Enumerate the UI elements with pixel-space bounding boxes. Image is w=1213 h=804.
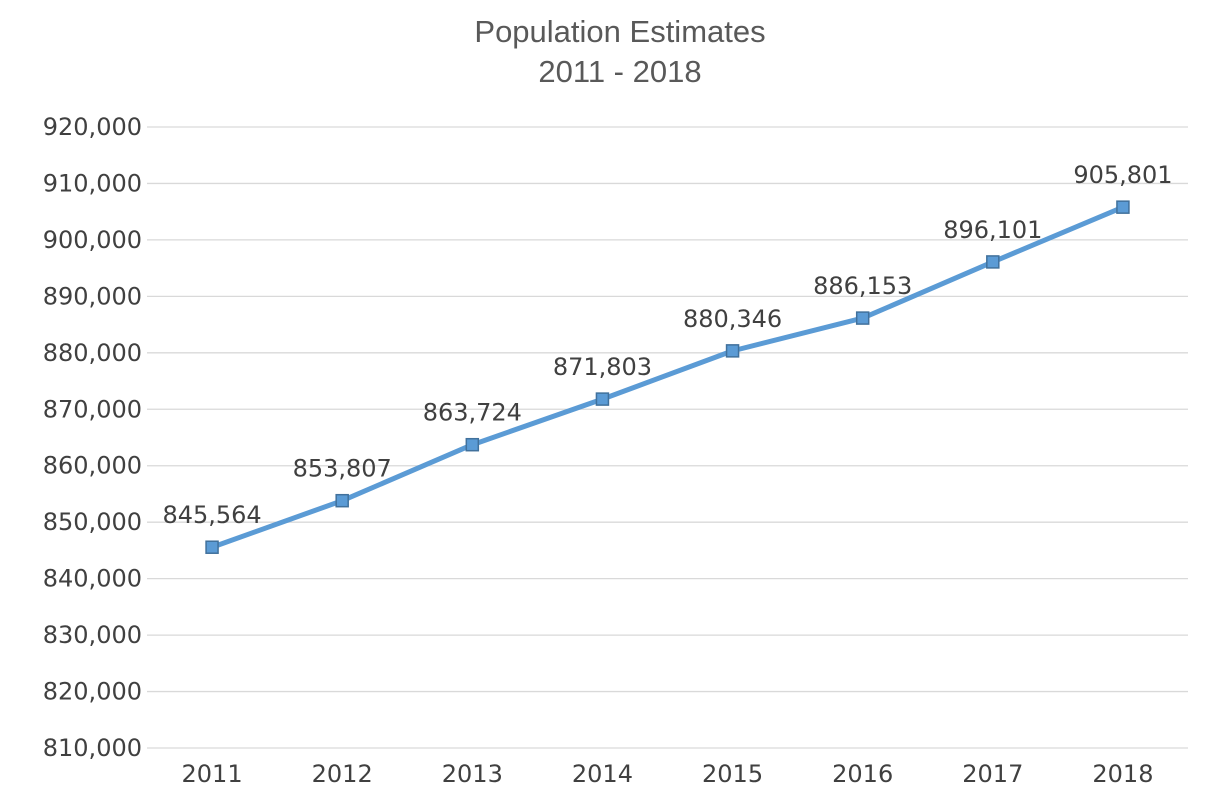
y-tick-label: 920,000 (43, 113, 142, 141)
x-tick-label: 2016 (832, 760, 893, 788)
data-label: 886,153 (813, 272, 912, 300)
x-tick-label: 2011 (182, 760, 243, 788)
data-label: 905,801 (1073, 161, 1172, 189)
data-point-marker (205, 540, 219, 554)
y-axis: 810,000 820,000 830,000 840,000 850,000 860,0… (43, 113, 142, 762)
chart-subtitle: 2011 - 2018 (538, 54, 701, 89)
data-point-marker (855, 311, 870, 325)
x-tick-label: 2014 (572, 760, 633, 788)
y-tick-label: 830,000 (43, 621, 142, 649)
x-tick-label: 2017 (962, 760, 1023, 788)
data-labels: 845,564 853,807 863,724 871,803 880,346 886,1… (162, 161, 1172, 529)
y-tick-label: 910,000 (43, 169, 142, 197)
y-tick-label: 900,000 (43, 226, 142, 254)
data-point-marker (1116, 200, 1130, 214)
data-label: 863,724 (423, 399, 522, 427)
y-tick-label: 870,000 (43, 395, 142, 423)
data-label: 871,803 (553, 353, 652, 381)
data-point-marker (725, 344, 740, 358)
series-line (209, 204, 1126, 550)
series (205, 200, 1130, 554)
data-point-marker (465, 437, 480, 452)
data-label: 896,101 (943, 216, 1042, 244)
data-point-marker (595, 392, 610, 406)
x-tick-label: 2015 (702, 760, 763, 788)
data-point-marker (986, 255, 1000, 269)
y-tick-label: 880,000 (43, 339, 142, 367)
x-tick-label: 2013 (442, 760, 503, 788)
gridlines (147, 126, 1188, 749)
x-axis: 2011 2012 2013 2014 2015 2016 2017 2018 (182, 760, 1154, 788)
y-tick-label: 810,000 (43, 734, 142, 762)
data-label: 853,807 (293, 455, 392, 483)
y-tick-label: 840,000 (43, 565, 142, 593)
data-point-marker (335, 493, 349, 508)
chart-title: Population Estimates (474, 14, 765, 49)
data-label: 845,564 (162, 501, 261, 529)
y-tick-label: 820,000 (43, 678, 142, 706)
x-tick-label: 2012 (312, 760, 373, 788)
y-tick-label: 850,000 (43, 508, 142, 536)
data-label: 880,346 (683, 305, 782, 333)
x-tick-label: 2018 (1092, 760, 1153, 788)
y-tick-label: 860,000 (43, 452, 142, 480)
y-tick-label: 890,000 (43, 282, 142, 310)
